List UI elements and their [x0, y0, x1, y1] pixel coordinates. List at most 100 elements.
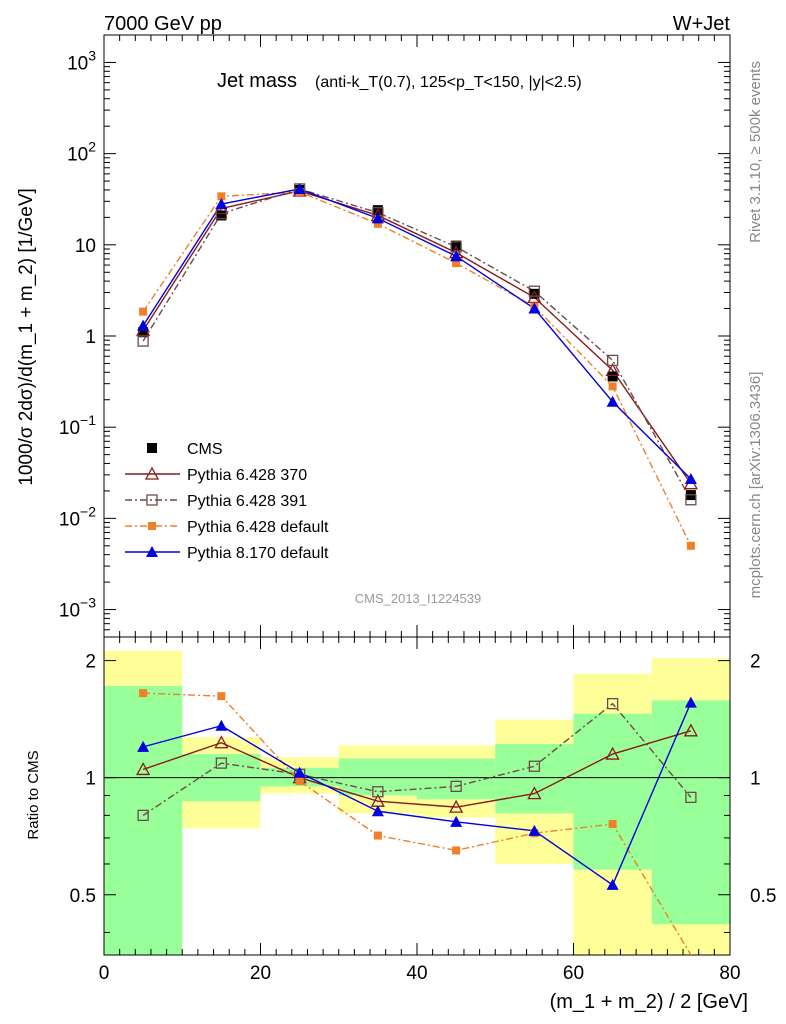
- marker-triangle: [528, 302, 541, 314]
- marker-triangle: [606, 878, 619, 890]
- marker-square: [216, 210, 227, 221]
- marker-triangle: [371, 212, 384, 224]
- rivet-label: Rivet 3.1.10, ≥ 500k events: [747, 61, 764, 243]
- x-tick-label: 80: [719, 963, 740, 984]
- marker-square-small: [139, 307, 148, 316]
- y-axis-label-main: 1000/σ 2dσ)/d(m_1 + m_2) [1/GeV]: [16, 188, 37, 486]
- series-markers: [136, 182, 698, 890]
- marker-triangle-open: [449, 799, 464, 813]
- y-tick-label-main: 10: [75, 236, 96, 257]
- marker-square: [529, 288, 540, 299]
- y-tick-label-main: 10−1: [59, 412, 96, 439]
- marker-triangle-open: [144, 466, 160, 480]
- marker-square-small: [373, 219, 382, 228]
- x-tick-label: 60: [563, 963, 584, 984]
- y-tick-label-main: 10−3: [59, 595, 96, 622]
- x-tick-label: 20: [250, 963, 271, 984]
- y-tick-label-ratio: 0.5: [70, 886, 96, 907]
- mcplots-label: mcplots.cern.ch [arXiv:1306.3436]: [747, 372, 764, 599]
- uncertainty-bands: [104, 650, 730, 955]
- marker-triangle: [137, 740, 150, 752]
- marker-square-open: [372, 786, 384, 798]
- series-line: [142, 188, 692, 480]
- marker-triangle-open: [683, 723, 698, 737]
- marker-triangle: [606, 395, 619, 407]
- marker-square-small: [373, 831, 382, 840]
- band-inner: [417, 758, 496, 800]
- tick-labels: 0 20 40 60 80 10−3 10−2 10−1 1 10 102 103 0.5 0.5 1 1 2 2: [59, 47, 777, 984]
- axes-layer: [103, 34, 731, 956]
- analysis-watermark: CMS_2013_I1224539: [355, 591, 482, 606]
- marker-triangle: [137, 319, 150, 331]
- band-inner: [338, 758, 417, 796]
- marker-triangle: [684, 696, 697, 708]
- legend-label: Pythia 6.428 370: [187, 467, 307, 484]
- marker-square-open: [528, 285, 541, 297]
- x-tick-label: 0: [99, 963, 110, 984]
- y-axis-label-ratio: Ratio to CMS: [25, 750, 42, 839]
- marker-triangle: [450, 815, 463, 827]
- legend-label: Pythia 8.170 default: [187, 545, 329, 562]
- marker-square-open: [137, 809, 149, 822]
- series-line: [142, 190, 692, 485]
- marker-triangle: [146, 546, 158, 557]
- marker-square: [147, 443, 157, 453]
- marker-square-open: [215, 757, 228, 769]
- marker-square-small: [608, 382, 617, 391]
- marker-triangle-open: [605, 362, 620, 377]
- y-tick-label-ratio-right: 1: [750, 769, 761, 790]
- collision-label: 7000 GeV pp: [104, 13, 222, 35]
- legend: CMS Pythia 6.428 370 Pythia 6.428 391 Pythi…: [125, 441, 329, 562]
- legend-label: CMS: [187, 441, 223, 458]
- marker-square-open: [528, 760, 541, 772]
- marker-square-open: [450, 780, 462, 792]
- marker-square-small: [452, 259, 461, 268]
- marker-square-open: [685, 494, 697, 506]
- y-tick-label-main: 103: [67, 47, 96, 74]
- band-inner: [573, 713, 652, 870]
- marker-triangle: [215, 719, 228, 731]
- marker-triangle: [684, 473, 697, 485]
- marker-square-small: [686, 541, 695, 550]
- y-tick-label-ratio: 1: [85, 769, 96, 790]
- marker-square-open: [606, 698, 619, 710]
- ratio-line: [142, 702, 692, 816]
- ratio-line: [142, 702, 692, 886]
- marker-square-open: [146, 494, 158, 506]
- chart-title-detail: (anti-k_T(0.7), 125<p_T<150, |y|<2.5): [315, 74, 582, 91]
- marker-square-open: [137, 335, 149, 347]
- process-label: W+Jet: [673, 13, 731, 35]
- marker-square-small: [139, 689, 148, 698]
- y-tick-label-main: 102: [67, 139, 96, 166]
- marker-triangle-open: [527, 786, 542, 800]
- marker-triangle-open: [527, 290, 542, 304]
- marker-square-small: [148, 522, 156, 530]
- legend-label: Pythia 6.428 391: [187, 493, 307, 510]
- marker-triangle: [293, 766, 306, 778]
- ratio-line: [143, 692, 692, 956]
- y-tick-label-main: 1: [85, 327, 96, 348]
- marker-triangle: [371, 805, 384, 817]
- marker-square-open: [685, 791, 697, 804]
- marker-triangle-open: [214, 735, 229, 749]
- marker-square-small: [608, 820, 617, 829]
- series-lines: [142, 188, 692, 956]
- y-tick-label-ratio-right: 2: [750, 652, 761, 673]
- y-tick-label-ratio-right: 0.5: [750, 886, 776, 907]
- marker-square-small: [452, 846, 461, 855]
- y-tick-label-main: 10−2: [59, 503, 96, 530]
- marker-square-small: [217, 192, 226, 201]
- band-inner: [495, 744, 574, 814]
- ratio-line: [142, 730, 692, 808]
- marker-square: [607, 371, 618, 382]
- legend-label: Pythia 6.428 default: [187, 519, 329, 536]
- y-tick-label-ratio: 2: [85, 652, 96, 673]
- marker-square-open: [606, 354, 619, 367]
- marker-triangle: [528, 824, 541, 836]
- band-inner: [651, 700, 730, 925]
- marker-triangle: [450, 250, 463, 262]
- marker-triangle: [293, 182, 306, 194]
- x-tick-label: 40: [406, 963, 427, 984]
- marker-triangle: [215, 198, 228, 210]
